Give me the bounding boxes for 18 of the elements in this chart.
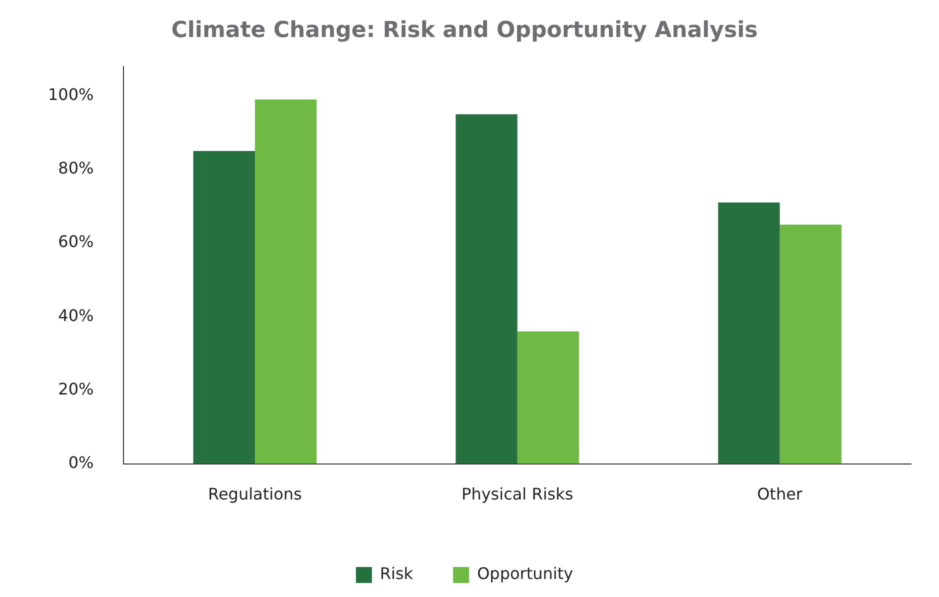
- y-tick-label: 20%: [58, 379, 94, 398]
- x-tick-label: Physical Risks: [462, 484, 574, 504]
- chart-title: Climate Change: Risk and Opportunity Analysis: [171, 18, 758, 43]
- y-tick-label: 40%: [58, 306, 94, 325]
- y-tick-label: 0%: [68, 452, 94, 472]
- bar: [456, 114, 518, 464]
- bar: [718, 202, 780, 464]
- x-tick-label: Regulations: [208, 484, 302, 504]
- y-tick-label: 80%: [58, 158, 94, 178]
- y-tick-label: 60%: [58, 232, 94, 252]
- bar: [193, 151, 255, 464]
- x-tick-label: Other: [757, 484, 803, 504]
- bar: [780, 224, 842, 464]
- legend-label: Risk: [380, 564, 414, 584]
- y-tick-label: 100%: [48, 84, 94, 104]
- legend-label: Opportunity: [477, 564, 574, 584]
- bar: [254, 100, 317, 464]
- bar: [517, 331, 580, 464]
